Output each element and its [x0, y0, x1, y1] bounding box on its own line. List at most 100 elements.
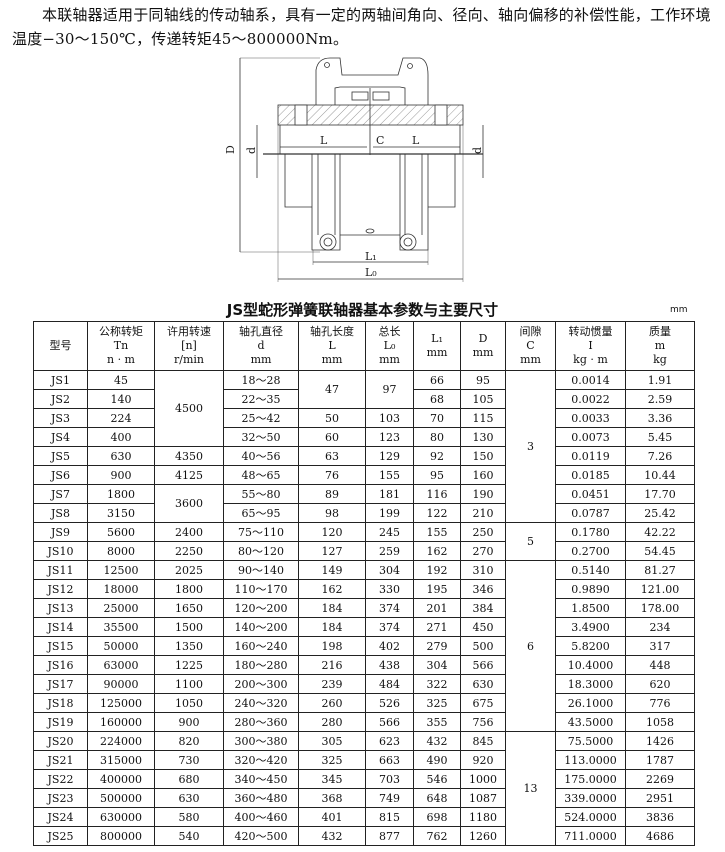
table-cell: 50000: [87, 636, 155, 656]
table-cell: 2250: [154, 541, 224, 561]
table-cell: JS19: [33, 712, 88, 732]
table-cell: 200～300: [223, 674, 299, 694]
table-cell: 129: [365, 446, 414, 466]
header-line: mm: [426, 346, 448, 359]
table-row: JS8 3150 65～95 98 199 122 210 0.0787 25.42: [33, 503, 695, 523]
table-row: JS23 500000 630 360～480 368 749 648 1087 339.000…: [33, 788, 695, 808]
table-cell: 526: [365, 693, 414, 713]
table-cell: 140: [87, 389, 155, 409]
table-unit: mm: [670, 305, 688, 315]
table-cell: 698: [413, 807, 461, 827]
table-cell: 0.0787: [555, 503, 626, 523]
table-cell: 5.45: [625, 427, 695, 447]
table-cell: 1180: [460, 807, 506, 827]
table-cell: 815: [365, 807, 414, 827]
table-cell: 2269: [625, 769, 695, 789]
table-cell: 900: [87, 465, 155, 485]
table-cell: JS23: [33, 788, 88, 808]
header-line: kg · m: [573, 353, 608, 366]
table-cell: 105: [460, 389, 506, 409]
table-row: JS24 630000 580 400～460 401 815 698 1180 524.000…: [33, 807, 695, 827]
table-cell: 4500: [154, 370, 224, 447]
table-cell: 3150: [87, 503, 155, 523]
table-cell: 280: [298, 712, 366, 732]
table-cell: 0.0185: [555, 465, 626, 485]
table-cell: 75～110: [223, 522, 299, 542]
table-cell: 162: [298, 579, 366, 599]
table-cell: 48～65: [223, 465, 299, 485]
table-cell: 304: [413, 655, 461, 675]
header-line: m: [654, 339, 666, 352]
table-cell: 3.4900: [555, 617, 626, 637]
table-row: JS1 45 4500 18～28 47 97 66 95 3 0.0014 1.91: [33, 370, 695, 523]
table-cell: 1.8500: [555, 598, 626, 618]
header-line: 转动惯量: [568, 325, 613, 338]
table-cell: JS15: [33, 636, 88, 656]
table-cell: 42.22: [625, 522, 695, 542]
table-cell: 90000: [87, 674, 155, 694]
table-cell: 122: [413, 503, 461, 523]
table-cell: JS21: [33, 750, 88, 770]
header-line: 轴孔直径: [239, 325, 283, 338]
table-cell: 546: [413, 769, 461, 789]
table-cell: 201: [413, 598, 461, 618]
table-cell: 224: [87, 408, 155, 428]
table-cell: 325: [298, 750, 366, 770]
table-row: JS2 140 22～35 68 105 0.0022 2.59: [33, 389, 695, 409]
table-cell: 2.59: [625, 389, 695, 409]
table-cell: JS24: [33, 807, 88, 827]
table-cell: 198: [298, 636, 366, 656]
table-cell: 125000: [87, 693, 155, 713]
table-cell: 648: [413, 788, 461, 808]
header-line: kg: [653, 353, 667, 366]
table-cell: JS22: [33, 769, 88, 789]
table-cell: 270: [460, 541, 506, 561]
table-cell: 0.0451: [555, 484, 626, 504]
table-cell: 1650: [154, 598, 224, 618]
column-header: L₁ mm: [413, 321, 461, 371]
table-cell: 630: [154, 788, 224, 808]
table-cell: 10.44: [625, 465, 695, 485]
header-line: mm: [379, 353, 400, 366]
table-title: JS型蛇形弹簧联轴器基本参数与主要尺寸: [226, 301, 499, 319]
table-cell: 127: [298, 541, 366, 561]
table-cell: JS2: [33, 389, 88, 409]
header-line: mm: [520, 353, 541, 366]
table-cell: 103: [365, 408, 414, 428]
table-cell: 192: [413, 560, 461, 580]
table-cell: 368: [298, 788, 366, 808]
table-cell: 80: [413, 427, 461, 447]
table-cell: 0.0014: [555, 370, 626, 390]
label-L-right: L: [412, 134, 420, 147]
table-cell: 0.0073: [555, 427, 626, 447]
label-L1: L₁: [365, 250, 377, 263]
table-cell: 150: [460, 446, 506, 466]
column-header: 质量 m kg: [625, 321, 695, 371]
table-cell: 920: [460, 750, 506, 770]
table-cell: 92: [413, 446, 461, 466]
table-cell: 180～280: [223, 655, 299, 675]
header-line: 公称转矩: [99, 325, 143, 338]
table-cell: 195: [413, 579, 461, 599]
table-cell: 162: [413, 541, 461, 561]
table-cell: JS8: [33, 503, 88, 523]
table-cell: 54.45: [625, 541, 695, 561]
table-cell: 1787: [625, 750, 695, 770]
table-cell: 3.36: [625, 408, 695, 428]
header-line: 质量: [649, 325, 671, 338]
table-cell: 630: [87, 446, 155, 466]
table-cell: 224000: [87, 731, 155, 751]
table-cell: 1000: [460, 769, 506, 789]
table-row: JS9 5600 2400 75～110 120 245 155 250 5 0.1780 42.2…: [33, 522, 695, 561]
table-cell: 1500: [154, 617, 224, 637]
table-cell: 1800: [154, 579, 224, 599]
table-row: JS18 125000 1050 240～320 260 526 325 675 26.1000…: [33, 693, 695, 713]
table-cell: 90～140: [223, 560, 299, 580]
table-cell: 184: [298, 617, 366, 637]
header-line: 型号: [49, 339, 72, 352]
table-cell: 1260: [460, 826, 506, 846]
table-cell: 8000: [87, 541, 155, 561]
table-cell: JS3: [33, 408, 88, 428]
table-cell: 210: [460, 503, 506, 523]
table-cell: JS20: [33, 731, 88, 751]
